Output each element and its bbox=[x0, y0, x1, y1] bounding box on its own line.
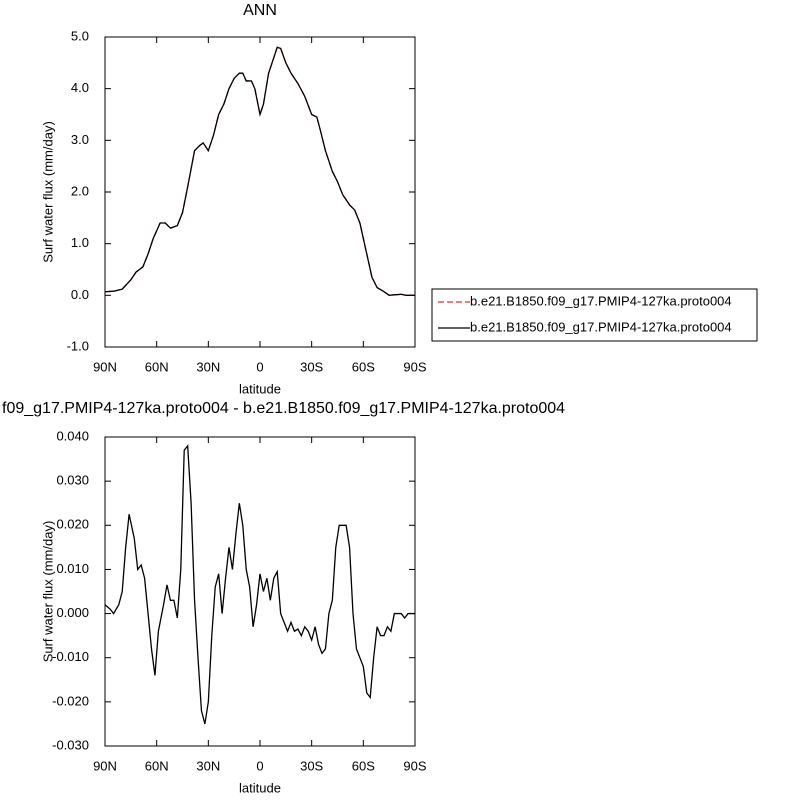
data-line bbox=[104, 46, 415, 297]
y-tick-label: -0.030 bbox=[52, 737, 89, 752]
x-tick-label: 90N bbox=[93, 758, 117, 773]
x-tick-label: 90N bbox=[93, 359, 117, 374]
y-axis-label: Surf water flux (mm/day) bbox=[40, 521, 55, 663]
data-line bbox=[104, 444, 415, 725]
y-tick-label: 0.020 bbox=[56, 517, 89, 532]
x-tick-label: 60N bbox=[145, 758, 169, 773]
legend-box bbox=[431, 288, 758, 342]
chart-title: f09_g17.PMIP4-127ka.proto004 - b.e21.B18… bbox=[2, 400, 565, 417]
y-tick-label: 0.0 bbox=[71, 287, 89, 302]
y-tick-label: 0.040 bbox=[56, 428, 89, 443]
x-tick-label: 0 bbox=[256, 758, 263, 773]
y-tick-label: -0.020 bbox=[52, 693, 89, 708]
y-tick-label: 0.010 bbox=[56, 561, 89, 576]
y-tick-label: 5.0 bbox=[71, 28, 89, 43]
x-tick-label: 30S bbox=[300, 758, 323, 773]
legend-label: b.e21.B1850.f09_g17.PMIP4-127ka.proto004 bbox=[470, 319, 732, 334]
x-axis-label: latitude bbox=[239, 780, 281, 795]
y-tick-label: -1.0 bbox=[67, 338, 89, 353]
x-tick-label: 0 bbox=[256, 359, 263, 374]
x-tick-label: 60N bbox=[145, 359, 169, 374]
x-tick-label: 90S bbox=[403, 758, 426, 773]
y-axis-label: Surf water flux (mm/day) bbox=[40, 121, 55, 263]
x-tick-label: 60S bbox=[352, 758, 375, 773]
y-tick-label: 2.0 bbox=[71, 183, 89, 198]
x-tick-label: 30N bbox=[196, 758, 220, 773]
x-axis-label: latitude bbox=[239, 381, 281, 396]
x-tick-label: 60S bbox=[352, 359, 375, 374]
plot-frame bbox=[104, 36, 416, 348]
x-tick-label: 90S bbox=[403, 359, 426, 374]
y-tick-label: 0.030 bbox=[56, 473, 89, 488]
x-tick-label: 30N bbox=[196, 359, 220, 374]
y-tick-label: 4.0 bbox=[71, 80, 89, 95]
y-tick-label: 1.0 bbox=[71, 235, 89, 250]
legend-label: b.e21.B1850.f09_g17.PMIP4-127ka.proto004 bbox=[470, 293, 732, 308]
y-tick-label: 3.0 bbox=[71, 132, 89, 147]
y-tick-label: -0.010 bbox=[52, 649, 89, 664]
plot-frame bbox=[104, 436, 416, 747]
data-line bbox=[104, 46, 415, 297]
x-tick-label: 30S bbox=[300, 359, 323, 374]
y-tick-label: 0.000 bbox=[56, 605, 89, 620]
chart-title: ANN bbox=[243, 2, 277, 19]
